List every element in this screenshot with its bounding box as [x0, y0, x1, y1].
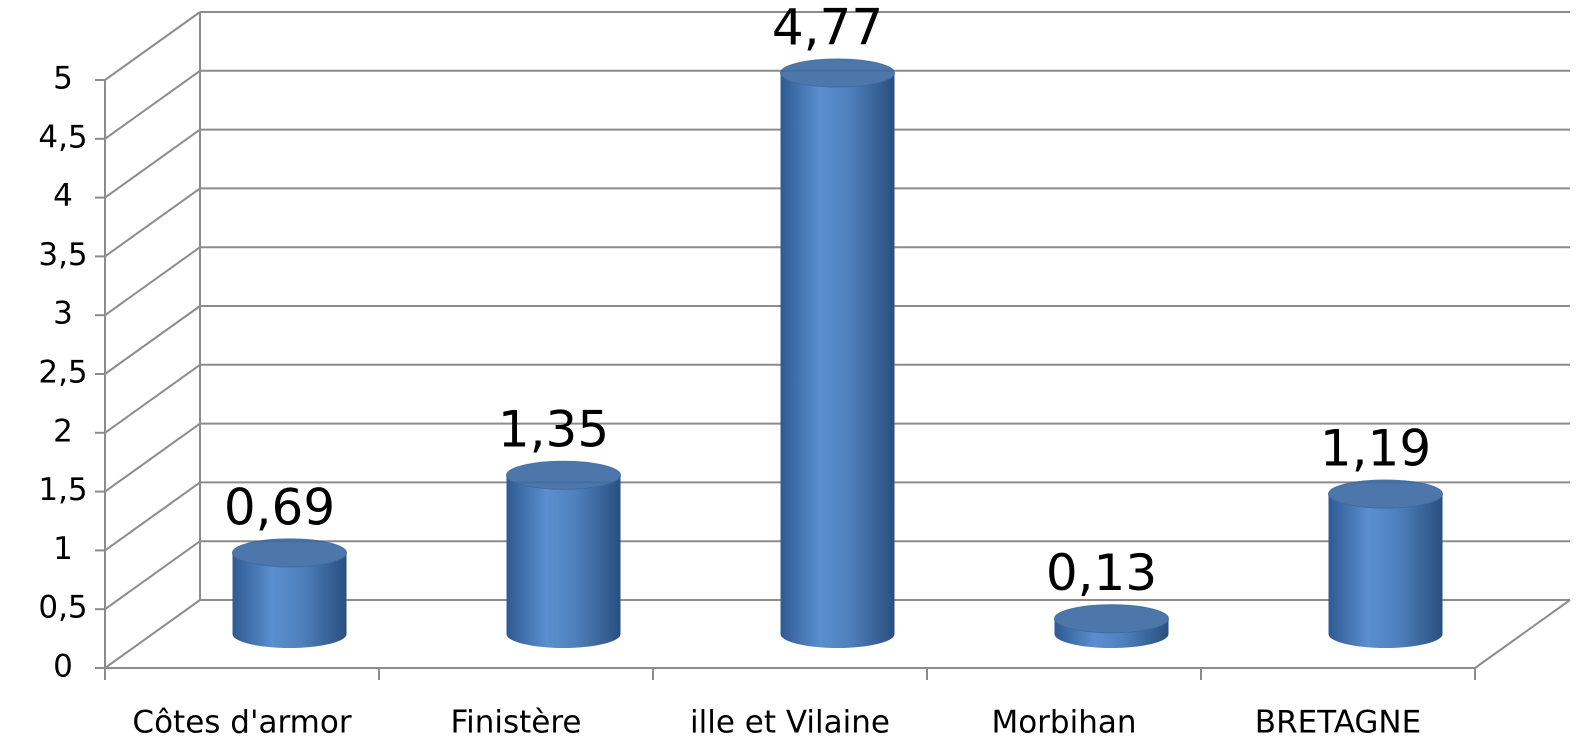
bar-top-shade: [780, 59, 895, 88]
y-tick-label: 3,5: [38, 237, 87, 273]
bar-top: [232, 538, 347, 568]
grid-line: [104, 599, 201, 669]
grid-line: [104, 11, 201, 81]
value-label: 0,13: [1046, 544, 1157, 602]
value-label: 1,35: [498, 401, 609, 459]
grid-line: [104, 187, 201, 258]
x-tick-label: BRETAGNE: [1255, 705, 1421, 741]
bar-top: [1054, 604, 1169, 634]
grid-line: [104, 305, 201, 375]
x-tick-label: Morbihan: [991, 705, 1136, 741]
x-tick-label: Finistère: [451, 705, 582, 741]
y-tick-label: 1: [53, 531, 73, 567]
bar-top-shade: [232, 538, 347, 567]
y-tick-label: 0: [53, 649, 73, 685]
y-tick-label: 4: [53, 178, 73, 214]
bar: [780, 73, 895, 649]
bar-top-shade: [506, 461, 621, 490]
bar: [1054, 618, 1169, 649]
bar: [506, 475, 621, 649]
x-tick-label: ille et Vilaine: [690, 705, 890, 741]
y-tick-label: 3: [53, 296, 73, 332]
y-tick-label: 2: [53, 413, 73, 449]
y-tick-label: 5: [53, 61, 73, 97]
grid-line: [104, 128, 201, 199]
y-tick-label: 1,5: [38, 472, 87, 508]
y-tick-label: 4,5: [38, 119, 87, 155]
bar: [1328, 494, 1443, 649]
bar-top: [506, 460, 621, 490]
value-label: 0,69: [224, 478, 335, 536]
bar-top-shade: [1328, 480, 1443, 509]
x-tick-label: Côtes d'armor: [132, 705, 351, 741]
grid-line: [104, 422, 201, 493]
y-tick-label: 0,5: [38, 590, 87, 626]
value-label: 4,77: [772, 0, 883, 57]
bar: [232, 552, 347, 649]
bar-top-shade: [1054, 604, 1169, 633]
bar-top: [780, 58, 895, 88]
bar-top: [1328, 479, 1443, 509]
grid-line: [104, 481, 201, 552]
grid-line: [104, 540, 201, 611]
y-tick-label: 2,5: [38, 355, 87, 391]
value-label: 1,19: [1320, 420, 1431, 478]
grid-line: [104, 363, 201, 434]
grid-line: [104, 246, 201, 317]
grid-line: [104, 69, 201, 140]
floor-edge: [1474, 599, 1571, 669]
